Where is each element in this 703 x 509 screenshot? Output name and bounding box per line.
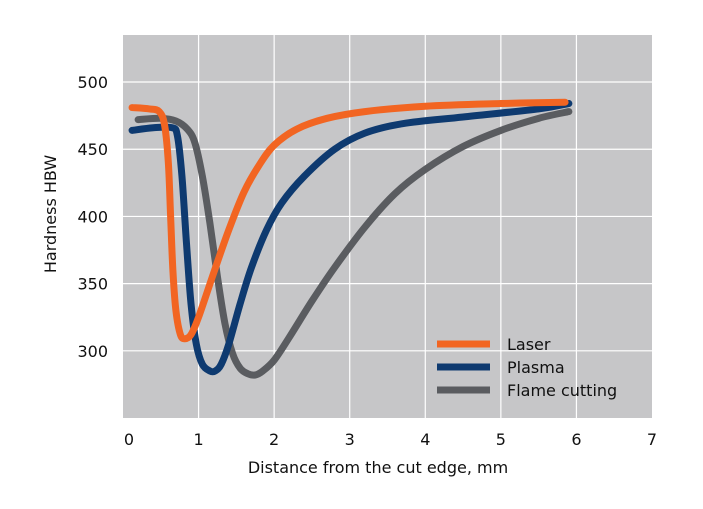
x-tick-label: 0 [124,430,134,449]
y-tick-label: 400 [77,207,108,226]
y-tick-labels: 300 350 400 450 500 [77,73,108,361]
x-tick-label: 4 [420,430,430,449]
x-tick-label: 2 [269,430,279,449]
series-lines [128,98,573,379]
series-line-flame-cutting [134,108,573,379]
y-tick-label: 300 [77,342,108,361]
y-tick-label: 450 [77,140,108,159]
y-axis-label: Hardness HBW [41,155,60,273]
legend: Laser Plasma Flame cutting [437,335,617,400]
x-tick-label: 6 [571,430,581,449]
legend-label-flame-cutting: Flame cutting [507,381,617,400]
y-tick-label: 350 [77,275,108,294]
y-tick-label: 500 [77,73,108,92]
x-axis-label: Distance from the cut edge, mm [248,458,508,477]
x-tick-label: 5 [496,430,506,449]
x-tick-label: 3 [345,430,355,449]
x-tick-label: 1 [193,430,203,449]
series-line-plasma [128,100,573,376]
x-tick-label: 7 [647,430,657,449]
x-tick-labels: 0 1 2 3 4 5 6 7 [124,430,657,449]
series-line-laser [128,98,569,343]
legend-label-plasma: Plasma [507,358,565,377]
legend-label-laser: Laser [507,335,551,354]
